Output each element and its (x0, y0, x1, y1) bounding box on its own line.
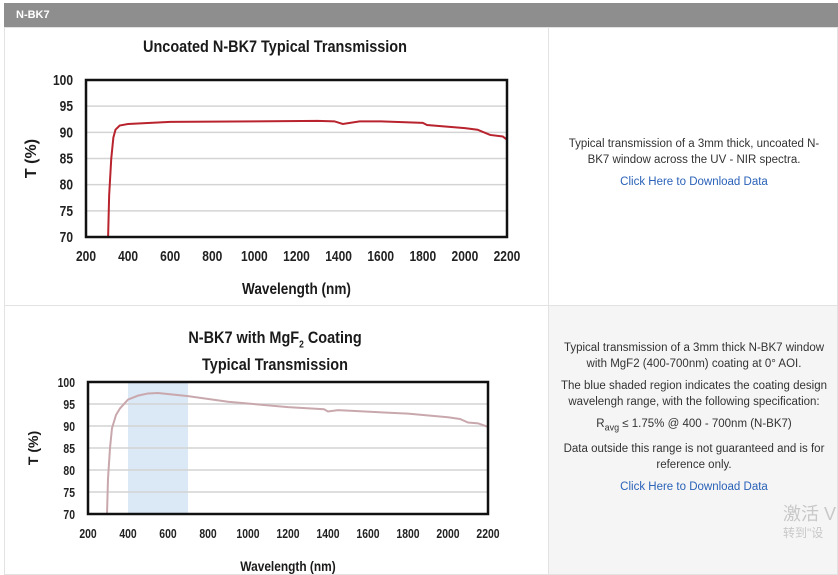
watermark: 激活 V (783, 504, 837, 524)
download-data-link[interactable]: Click Here to Download Data (620, 176, 768, 188)
y-tick-label: 100 (58, 376, 76, 390)
y-tick-label: 95 (63, 398, 75, 412)
y-tick-label: 75 (63, 486, 75, 500)
x-axis-label: Wavelength (nm) (240, 558, 335, 574)
y-tick-label: 70 (60, 229, 73, 246)
x-tick-label: 600 (160, 248, 180, 265)
x-tick-label: 800 (199, 527, 217, 541)
x-tick-label: 400 (118, 248, 138, 265)
specification: Ravg ≤ 1.75% @ 400 - 700nm (N-BK7) (596, 418, 792, 433)
x-tick-label: 2200 (476, 527, 500, 541)
note: Data outside this range is not guarantee… (563, 443, 825, 472)
watermark: 转到"设 (783, 526, 824, 540)
description-cell-2: Typical transmission of a 3mm thick N-BK… (548, 305, 838, 575)
description: Typical transmission of a 3mm thick N-BK… (563, 342, 825, 370)
x-tick-label: 1400 (325, 248, 352, 265)
x-tick-label: 400 (119, 527, 137, 541)
y-tick-label: 95 (60, 98, 74, 115)
y-tick-label: 100 (53, 72, 73, 89)
series-line (106, 391, 489, 515)
x-tick-label: 800 (202, 248, 222, 265)
x-tick-label: 1200 (283, 248, 310, 265)
download-data-link[interactable]: Click Here to Download Data (620, 481, 768, 494)
x-tick-label: 1000 (236, 527, 260, 541)
plot-frame (84, 78, 509, 239)
x-tick-label: 1600 (367, 248, 394, 265)
x-tick-label: 600 (159, 527, 177, 541)
description-cell-1: Typical transmission of a 3mm thick, unc… (548, 27, 838, 306)
x-axis-label: Wavelength (nm) (242, 281, 351, 298)
x-tick-label: 2000 (436, 527, 460, 541)
y-tick-label: 80 (60, 176, 73, 193)
y-tick-label: 90 (60, 124, 73, 141)
x-tick-label: 2200 (494, 248, 521, 265)
x-tick-label: 2000 (452, 248, 479, 265)
y-axis-label: T (%) (23, 139, 40, 178)
y-tick-label: 85 (60, 150, 74, 167)
x-tick-label: 200 (79, 527, 97, 541)
series-line (107, 119, 508, 238)
plot-frame (86, 380, 490, 516)
y-tick-label: 90 (63, 420, 75, 434)
x-tick-label: 1600 (356, 527, 380, 541)
description: Typical transmission of a 3mm thick, unc… (568, 138, 820, 166)
chart-title: Uncoated N-BK7 Typical Transmission (143, 37, 407, 56)
section-header: N-BK7 (4, 3, 838, 27)
x-tick-label: 1400 (316, 527, 340, 541)
y-tick-label: 70 (63, 508, 75, 522)
y-tick-label: 75 (60, 203, 74, 220)
chart-title: N-BK7 with MgF2 Coating Typical Transmiss… (188, 328, 362, 375)
x-tick-label: 1200 (276, 527, 300, 541)
y-tick-label: 80 (63, 464, 75, 478)
description: The blue shaded region indicates the coa… (561, 380, 827, 408)
x-tick-label: 1000 (241, 248, 268, 265)
x-tick-label: 1800 (396, 527, 420, 541)
x-tick-label: 1800 (409, 248, 436, 265)
y-axis-label: T (%) (25, 431, 41, 465)
x-tick-label: 200 (76, 248, 96, 265)
y-tick-label: 85 (63, 442, 75, 456)
